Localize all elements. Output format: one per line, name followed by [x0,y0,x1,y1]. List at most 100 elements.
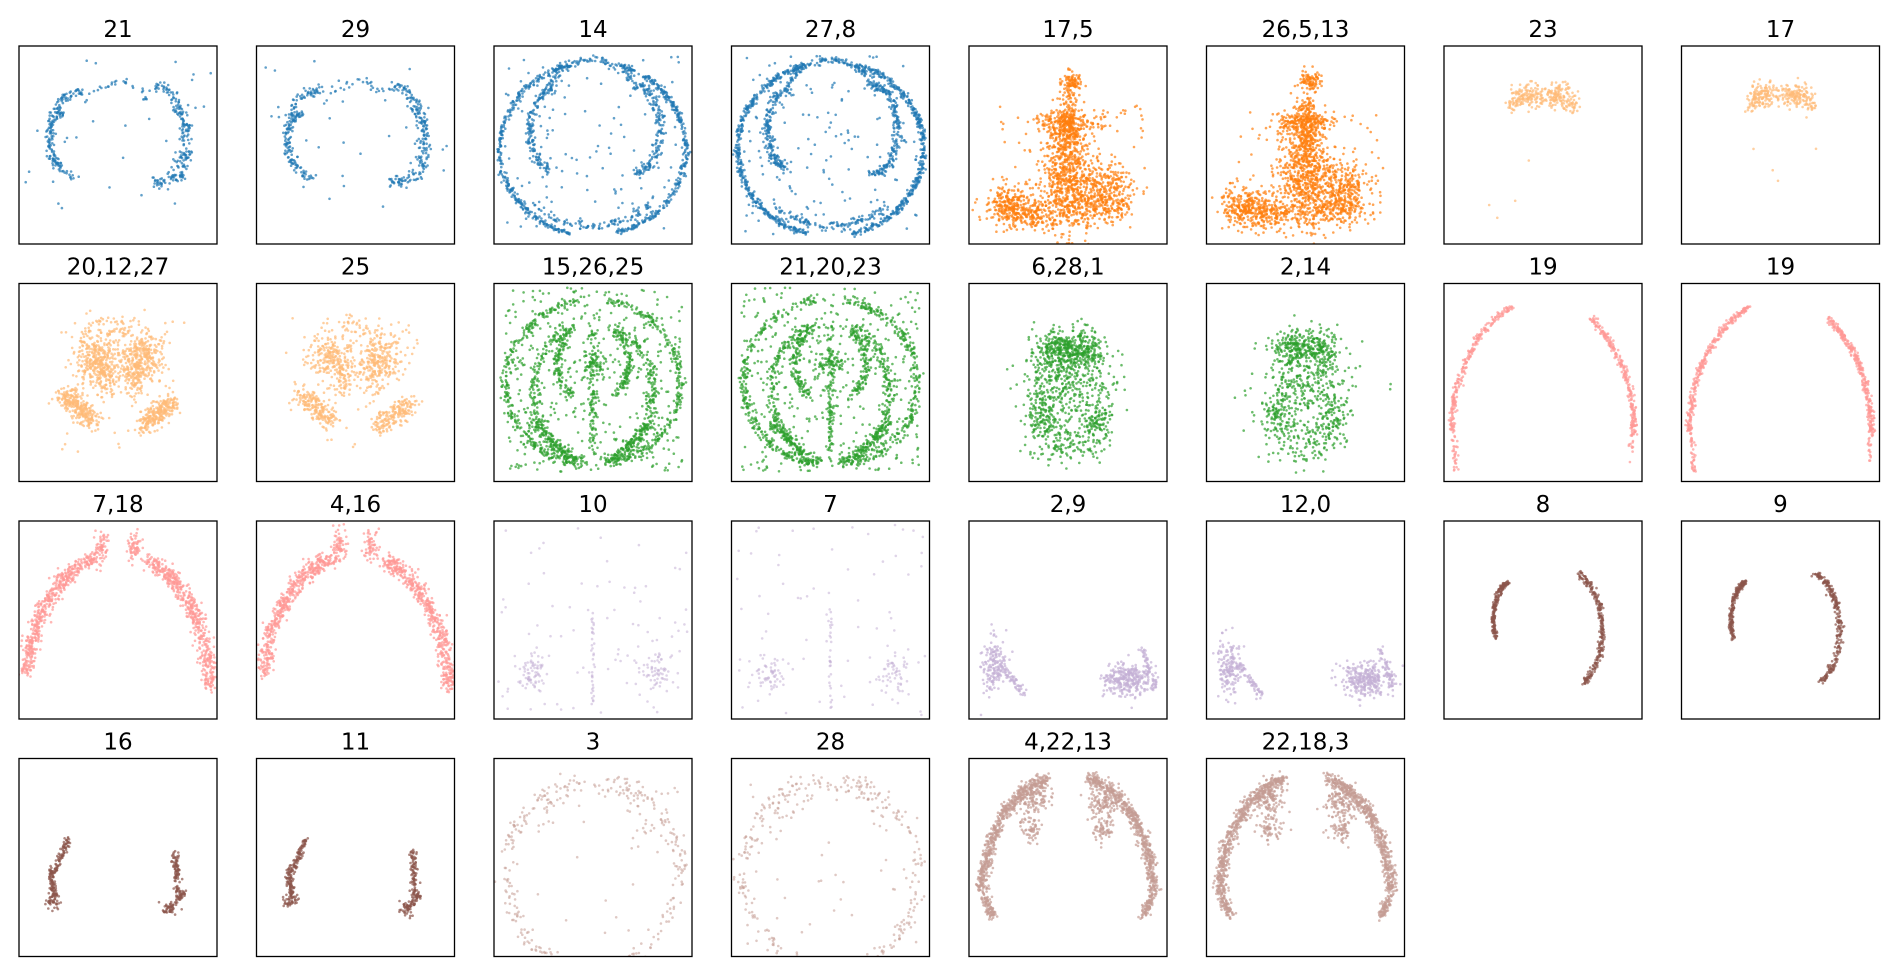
scatter-point [772,154,776,158]
scatter-point [876,87,879,90]
scatter-point [774,111,777,114]
scatter-point [1077,157,1081,161]
scatter-point [873,210,877,214]
scatter-point [851,221,854,224]
scatter-point [181,165,185,168]
scatter-point [1051,98,1055,102]
scatter-point [175,104,178,108]
scatter-point [774,74,778,77]
scatter-point [886,76,889,79]
scatter-point [1067,186,1070,189]
scatter-point [421,170,425,173]
scatter-point [597,227,601,230]
scatter-point [831,183,834,186]
scatter-point [613,68,617,71]
scatter-point [56,97,60,101]
scatter-point [1061,166,1065,169]
scatter-point [794,72,797,75]
scatter-point [1073,137,1077,141]
scatter-point [515,99,518,102]
scatter-point [1048,167,1051,171]
scatter-point [760,84,764,87]
scatter-point [660,110,664,113]
scatter-point [414,171,417,175]
scatter-point [408,67,412,71]
scatter-point [1047,115,1050,118]
scatter-point [370,84,373,88]
scatter-point [854,70,858,73]
scatter-point [1098,152,1102,156]
scatter-point [388,185,392,188]
scatter-point [616,71,620,75]
scatter-point [504,92,508,96]
scatter-point [59,112,62,115]
scatter-point [659,141,662,144]
scatter-point [541,163,544,167]
scatter-point [820,229,824,232]
scatter-point [1045,142,1049,145]
scatter-point [121,156,125,160]
scatter-point [1072,140,1075,144]
scatter-point [58,163,61,167]
scatter-point [614,192,617,195]
scatter-point [309,92,312,95]
scatter-point [737,158,740,161]
scatter-point [898,211,901,214]
scatter-point [510,189,514,193]
scatter-point [604,62,607,66]
scatter-point [498,138,501,141]
scatter-point [60,164,64,167]
scatter-point [547,69,550,72]
scatter-point [891,211,895,215]
scatter-point [799,70,803,74]
scatter-point [682,174,686,178]
scatter-point [1087,191,1091,195]
scatter-point [422,164,425,168]
scatter-point [578,59,582,62]
scatter-point [1054,154,1058,158]
scatter-point [921,132,925,135]
scatter-point [547,215,551,219]
scatter-point [1087,152,1090,156]
scatter-point [498,145,502,149]
scatter-point [921,160,924,163]
scatter-point [658,209,661,212]
scatter-point [417,146,421,150]
scatter-point [536,161,540,165]
scatter-point [110,83,113,86]
scatter-point [637,72,640,76]
scatter-point [540,209,543,212]
scatter-point [657,148,661,152]
scatter-point [558,61,562,65]
scatter-point [546,129,549,132]
scatter-point [179,110,182,114]
scatter-point [650,212,654,216]
scatter-point [1096,159,1100,162]
scatter-point [1058,116,1061,119]
scatter-point [410,107,414,111]
scatter-point [781,223,785,226]
scatter-point [782,168,785,172]
scatter-point [776,76,779,80]
scatter-point [744,104,748,107]
scatter-point [591,224,594,228]
scatter-point [70,94,73,98]
scatter-point [773,161,776,164]
scatter-point [181,112,184,115]
scatter-point [911,105,914,108]
scatter-point [612,222,616,226]
scatter-point [1056,241,1059,244]
scatter-point [1080,108,1083,112]
scatter-point [1071,224,1074,227]
scatter-point [847,168,850,171]
scatter-point [805,223,809,227]
scatter-point [647,165,651,168]
scatter-point [753,93,756,97]
scatter-point [871,210,875,213]
scatter-point [342,88,346,91]
scatter-point [902,204,906,207]
scatter-point [585,174,589,178]
scatter-point [365,76,369,80]
scatter-point [560,186,564,189]
scatter-point [516,177,519,180]
